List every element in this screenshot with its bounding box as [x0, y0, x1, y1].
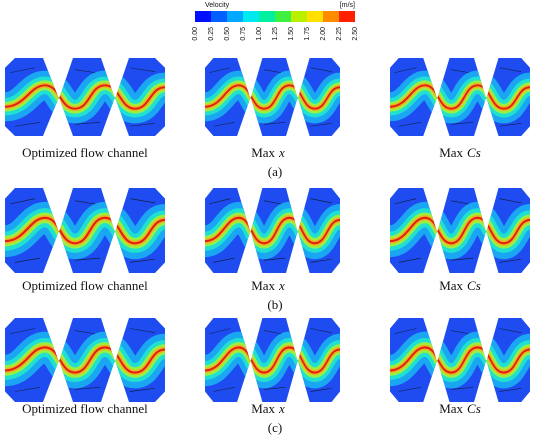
caption-text: Max [439, 278, 463, 293]
velocity-contour [390, 188, 530, 273]
panel-caption: Max Cs [439, 145, 481, 160]
color-swatch [339, 11, 355, 22]
colorbar-tick-label: 0.00 [192, 27, 199, 41]
velocity-contour [205, 188, 340, 273]
colorbar-tick-label: 0.75 [240, 27, 247, 41]
panel-caption: Max x [251, 278, 285, 293]
panel-caption: Optimized flow channel [22, 145, 148, 160]
color-swatch [259, 11, 275, 22]
colorbar-tick-label: 1.50 [288, 27, 295, 41]
colorbar-tick-label: 1.00 [256, 27, 263, 41]
caption-text: Optimized flow channel [22, 145, 148, 160]
row-label: (a) [268, 164, 282, 179]
velocity-contour [205, 58, 340, 136]
caption-variable: x [278, 278, 285, 293]
velocity-contour [5, 58, 165, 136]
row-label: (b) [267, 297, 282, 312]
panel-caption: Max Cs [439, 278, 481, 293]
colorbar-tick-label: 0.25 [208, 27, 215, 41]
colorbar-tick-label: 0.50 [224, 27, 231, 41]
color-swatch [323, 11, 339, 22]
velocity-contour [5, 188, 165, 273]
caption-variable: x [278, 401, 285, 416]
color-swatch [307, 11, 323, 22]
color-swatch [275, 11, 291, 22]
caption-variable: Cs [467, 401, 481, 416]
caption-text: Max [439, 401, 463, 416]
colorbar: Velocity [m/s] 0.00 0.25 0.50 0.75 1.00 1.25 1… [192, 2, 359, 41]
caption-variable: Cs [467, 145, 481, 160]
colorbar-unit: [m/s] [340, 2, 355, 9]
color-swatch [195, 11, 211, 22]
color-swatch [243, 11, 259, 22]
colorbar-tick-label: 2.50 [352, 27, 359, 41]
panel-caption: Max x [251, 401, 285, 416]
velocity-contour [390, 318, 530, 402]
panel-caption: Optimized flow channel [22, 401, 148, 416]
color-swatch [227, 11, 243, 22]
colorbar-title: Velocity [205, 2, 230, 9]
colorbar-tick-label: 1.75 [304, 27, 311, 41]
caption-text: Optimized flow channel [22, 401, 148, 416]
caption-text: Max [439, 145, 463, 160]
panel-caption: Max Cs [439, 401, 481, 416]
velocity-contour [390, 58, 530, 136]
color-swatch [291, 11, 307, 22]
velocity-contour [205, 318, 340, 402]
colorbar-tick-label: 2.25 [336, 27, 343, 41]
caption-text: Max [251, 145, 275, 160]
caption-variable: Cs [467, 278, 481, 293]
colorbar-tick-label: 2.00 [320, 27, 327, 41]
row-label: (c) [268, 420, 282, 435]
panel-caption: Optimized flow channel [22, 278, 148, 293]
velocity-contour [5, 318, 165, 402]
color-swatch [211, 11, 227, 22]
caption-text: Optimized flow channel [22, 278, 148, 293]
caption-text: Max [251, 278, 275, 293]
panel-caption: Max x [251, 145, 285, 160]
caption-text: Max [251, 401, 275, 416]
caption-variable: x [278, 145, 285, 160]
colorbar-tick-label: 1.25 [272, 27, 279, 41]
